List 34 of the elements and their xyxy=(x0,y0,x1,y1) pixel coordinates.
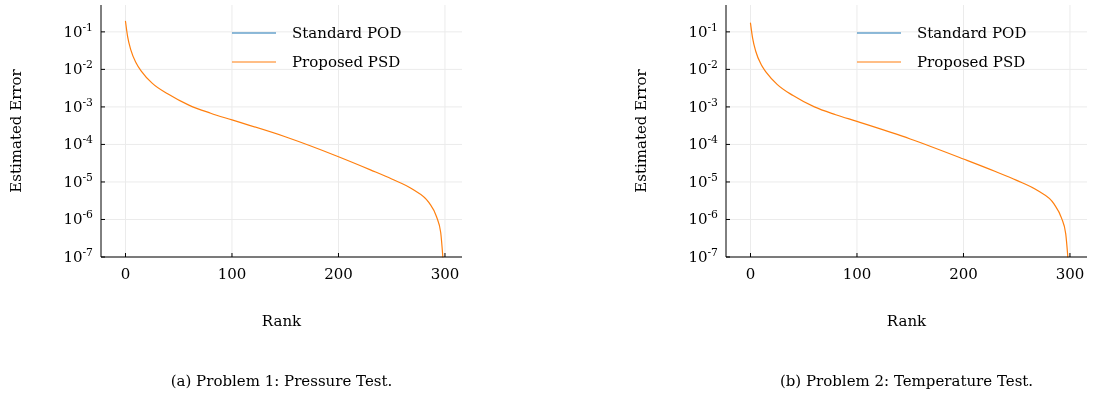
x-axis-title: Rank xyxy=(261,312,303,330)
legend-label: Standard POD xyxy=(292,24,402,42)
x-tick-label: 100 xyxy=(842,265,872,283)
text: (b) Problem 2: Temperature Test. xyxy=(779,372,1034,390)
x-tick-label: 300 xyxy=(430,265,460,283)
y-tick-label: 10$^{-6}$ xyxy=(63,207,94,229)
x-tick-label: 0 xyxy=(745,265,756,283)
x-tick-label: 200 xyxy=(949,265,978,283)
line-series xyxy=(124,20,444,258)
y-tick-label: 10$^{-2}$ xyxy=(63,57,93,79)
x-tick-label: 200 xyxy=(324,265,353,283)
y-tick-label: 10$^{-5}$ xyxy=(688,170,719,191)
x-tick-label: 100 xyxy=(217,265,247,283)
y-tick-label: 10$^{-1}$ xyxy=(688,20,718,41)
y-tick-label: 10$^{-7}$ xyxy=(63,245,94,266)
line-series xyxy=(749,22,1069,258)
y-tick-label: 10$^{-5}$ xyxy=(63,170,94,191)
y-tick-label: 10$^{-4}$ xyxy=(63,132,94,154)
y-tick-label: 10$^{-3}$ xyxy=(688,95,719,116)
y-tick-label: 10$^{-2}$ xyxy=(688,57,718,79)
y-tick-label: 10$^{-4}$ xyxy=(688,132,719,154)
x-axis-title: Rank xyxy=(886,312,928,330)
y-axis-title: Estimated Error xyxy=(7,68,25,193)
text: (a) Problem 1: Pressure Test. xyxy=(170,372,393,390)
x-tick-label: 300 xyxy=(1055,265,1085,283)
legend-label: Proposed PSD xyxy=(292,53,401,71)
legend-label: Proposed PSD xyxy=(917,53,1026,71)
y-tick-label: 10$^{-7}$ xyxy=(688,245,719,266)
legend-label: Standard POD xyxy=(917,24,1027,42)
x-tick-label: 0 xyxy=(120,265,131,283)
y-axis-title: Estimated Error xyxy=(632,68,650,193)
y-tick-label: 10$^{-1}$ xyxy=(63,20,93,41)
y-tick-label: 10$^{-6}$ xyxy=(688,207,719,229)
y-tick-label: 10$^{-3}$ xyxy=(63,95,94,116)
